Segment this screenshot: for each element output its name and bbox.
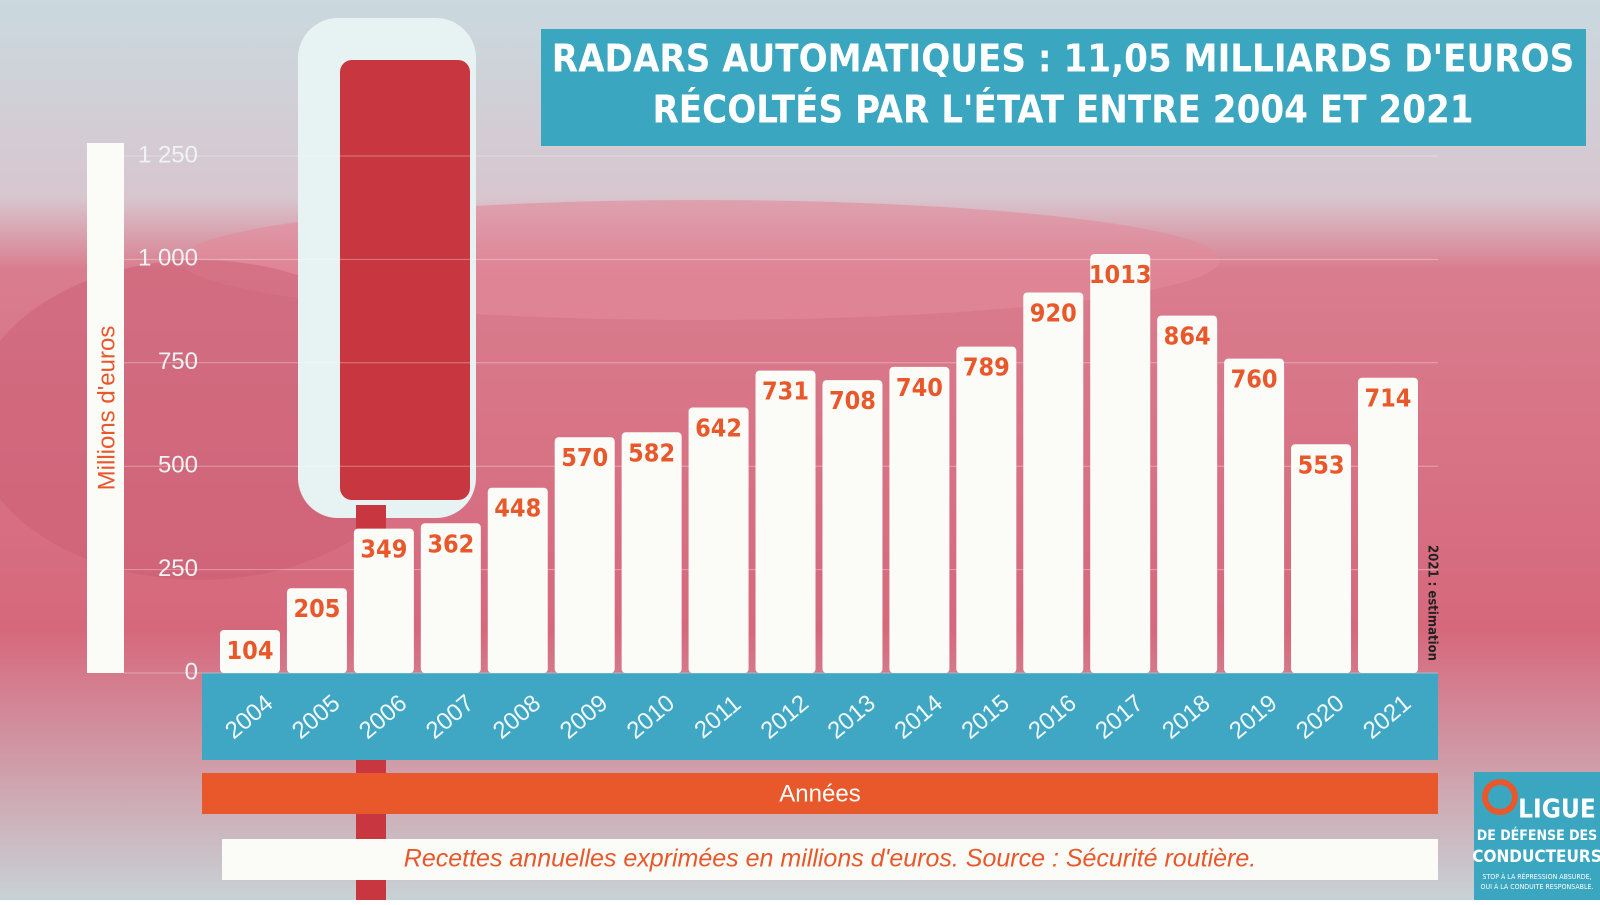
bar: [220, 629, 280, 673]
bar: [286, 588, 347, 673]
value-label: 708: [829, 386, 876, 415]
y-tick-label: 0: [185, 658, 198, 685]
value-label: 731: [762, 377, 809, 406]
value-label: 553: [1298, 450, 1345, 479]
logo-tagline: STOP À LA RÉPRESSION ABSURDE,: [1482, 872, 1591, 881]
y-axis-band: [87, 143, 124, 673]
bar: [956, 346, 1017, 673]
bar: [353, 528, 414, 673]
annotation: 2021 : estimation: [1425, 545, 1440, 661]
value-label: 1013: [1089, 260, 1152, 289]
bar: [554, 437, 615, 673]
logo-text: LIGUE: [1518, 795, 1596, 825]
bar: [1090, 254, 1151, 673]
value-label: 714: [1365, 384, 1412, 413]
value-label: 642: [695, 413, 742, 442]
value-label: 789: [963, 353, 1010, 382]
bar: [420, 523, 481, 673]
value-label: 205: [293, 594, 340, 623]
value-label: 760: [1231, 365, 1278, 394]
logo: LIGUE DE DÉFENSE DES CONDUCTEURS STOP À …: [1472, 772, 1600, 900]
y-tick-label: 500: [158, 452, 198, 479]
value-label: 864: [1164, 322, 1211, 351]
logo-text: DE DÉFENSE DES: [1477, 827, 1597, 844]
source-note: Recettes annuelles exprimées en millions…: [404, 845, 1256, 873]
bar: [688, 407, 749, 673]
value-label: 740: [896, 373, 943, 402]
y-tick-label: 1 000: [138, 245, 198, 272]
bar: [621, 432, 682, 673]
bar: [1224, 358, 1285, 673]
y-tick-label: 750: [158, 348, 198, 375]
bar: [1157, 315, 1218, 673]
bar: [1291, 444, 1352, 673]
title-box: [541, 29, 1586, 146]
x-axis-band: [202, 673, 1438, 760]
logo-tagline: OUI À LA CONDUITE RESPONSABLE.: [1481, 882, 1594, 891]
chart-title: RÉCOLTÉS PAR L'ÉTAT ENTRE 2004 ET 2021: [652, 88, 1473, 132]
value-label: 570: [561, 443, 608, 472]
bar: [822, 380, 883, 673]
logo-text: CONDUCTEURS: [1472, 847, 1600, 867]
value-label: 920: [1030, 298, 1077, 327]
bar: [889, 366, 950, 673]
y-tick-label: 1 250: [138, 141, 198, 168]
y-axis-label: Millions d'euros: [93, 326, 120, 491]
source-box: [222, 839, 1438, 880]
logo-icon: [1482, 779, 1518, 815]
radar-face: [340, 60, 470, 500]
x-axis-label: Années: [779, 780, 860, 807]
value-label: 448: [494, 494, 541, 523]
bar: [1023, 292, 1084, 673]
logo-box: [1474, 772, 1600, 900]
x-axis-label-band: [202, 773, 1438, 814]
chart-title: RADARS AUTOMATIQUES : 11,05 MILLIARDS D'…: [552, 37, 1574, 81]
bar: [487, 487, 548, 673]
value-label: 104: [227, 636, 274, 665]
bar: [755, 370, 816, 673]
value-label: 349: [360, 535, 407, 564]
bar: [1357, 377, 1418, 673]
y-tick-label: 250: [158, 555, 198, 582]
value-label: 582: [628, 438, 675, 467]
value-label: 362: [427, 529, 474, 558]
